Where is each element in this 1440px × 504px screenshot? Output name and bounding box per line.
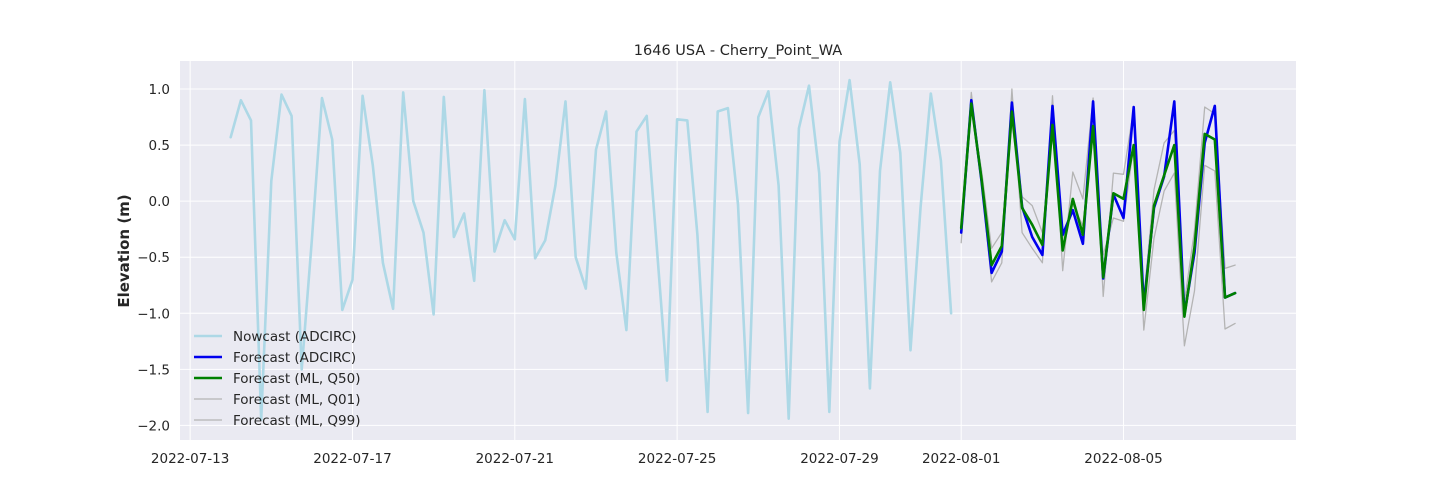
series-layer [229,78,1237,422]
y-tick-label: 0.5 [149,138,170,154]
legend-label: Forecast (ADCIRC) [233,350,356,366]
legend-label: Nowcast (ADCIRC) [233,329,356,345]
x-tick-label: 2022-07-21 [476,451,554,467]
x-tick-label: 2022-07-17 [313,451,391,467]
legend-label: Forecast (ML, Q50) [233,371,361,387]
y-axis-ticks: 1.0 0.5 0.0 −0.5 −1.0 −1.5 −2.0 [137,82,170,434]
series-line-forecast-q50 [959,102,1237,319]
x-tick-label: 2022-08-05 [1084,451,1162,467]
y-tick-label: −1.0 [137,306,170,322]
y-axis-label: Elevation (m) [115,194,133,307]
y-tick-label: −0.5 [137,250,170,266]
legend-label: Forecast (ML, Q01) [233,392,361,408]
y-tick-label: 1.0 [149,82,170,98]
x-tick-label: 2022-07-13 [151,451,229,467]
y-tick-label: −1.5 [137,362,170,378]
legend-label: Forecast (ML, Q99) [233,413,361,429]
series-line-nowcast [229,78,953,422]
x-tick-label: 2022-07-25 [638,451,716,467]
x-axis-ticks: 2022-07-13 2022-07-17 2022-07-21 2022-07-25… [151,451,1163,467]
x-tick-label: 2022-08-01 [922,451,1000,467]
y-tick-label: 0.0 [149,194,170,210]
y-tick-label: −2.0 [137,418,170,434]
chart-title: 1646 USA - Cherry_Point_WA [634,43,842,59]
legend: Nowcast (ADCIRC) Forecast (ADCIRC) Forecas… [194,329,361,429]
x-tick-label: 2022-07-29 [800,451,878,467]
